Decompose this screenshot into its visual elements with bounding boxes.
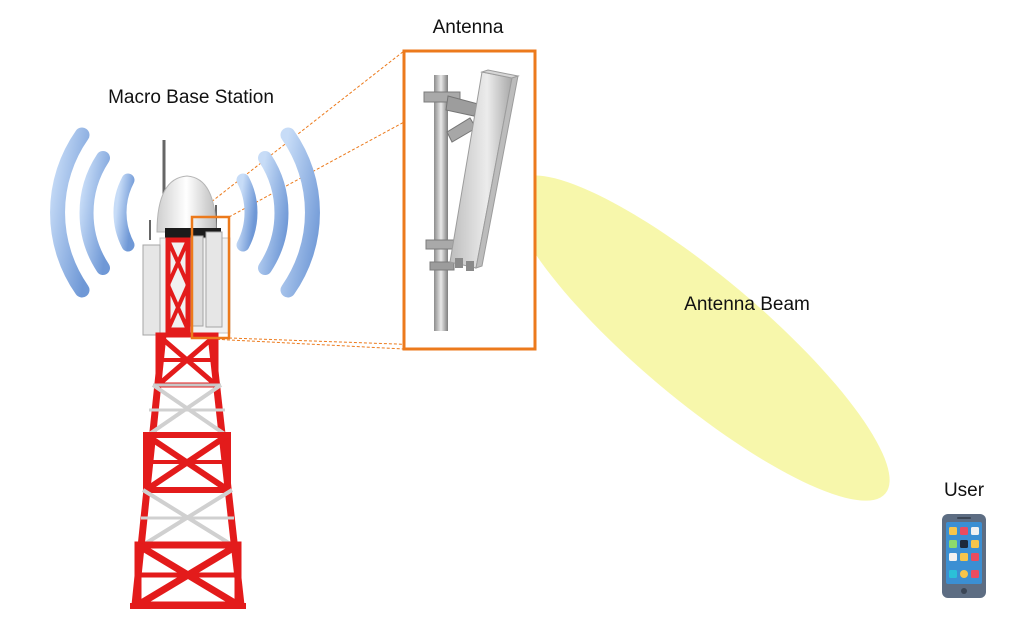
antenna-label: Antenna bbox=[433, 17, 504, 38]
cell-tower-icon bbox=[130, 140, 246, 609]
antenna-highlight-box bbox=[190, 215, 231, 340]
antenna-beam bbox=[510, 175, 890, 501]
base-station-label: Macro Base Station bbox=[108, 87, 274, 108]
radio-waves-icon bbox=[50, 127, 320, 298]
user-label: User bbox=[944, 480, 985, 501]
antenna-zoom-panel bbox=[402, 49, 537, 351]
antenna-beam-label: Antenna Beam bbox=[684, 294, 810, 315]
sector-antenna-icon bbox=[423, 69, 520, 331]
smartphone-icon bbox=[942, 514, 986, 598]
